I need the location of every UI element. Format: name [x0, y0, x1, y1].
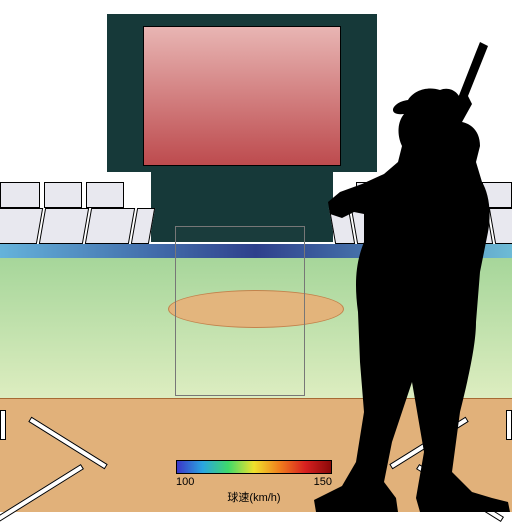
pitch-location-scene: 100 150 球速(km/h): [0, 0, 512, 512]
scale-ticks: 100 150: [176, 476, 332, 488]
stand-segment: [85, 208, 135, 244]
stand-segment: [86, 182, 124, 208]
plate-line: [0, 410, 6, 440]
stand-segment: [0, 182, 40, 208]
batter-silhouette: [312, 42, 512, 512]
stand-segment: [44, 182, 82, 208]
stand-segment: [0, 208, 43, 244]
scale-bar: [176, 460, 332, 474]
stand-segment: [39, 208, 89, 244]
strike-zone: [175, 226, 305, 396]
batter-icon: [312, 42, 512, 512]
scale-tick-min: 100: [176, 476, 194, 488]
scale-label: 球速(km/h): [227, 489, 280, 505]
velocity-color-scale: 100 150 球速(km/h): [176, 460, 332, 505]
